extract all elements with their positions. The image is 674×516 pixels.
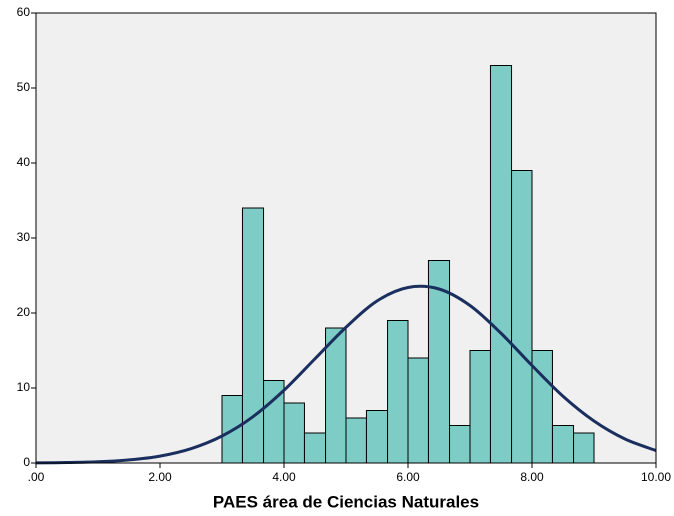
bar xyxy=(365,410,389,464)
x-tick-label: 6.00 xyxy=(396,470,420,484)
bar xyxy=(345,417,367,464)
x-tick-label: .00 xyxy=(28,470,45,484)
x-tick-label: 8.00 xyxy=(520,470,544,484)
y-tick-label: 10 xyxy=(17,380,31,394)
bar xyxy=(241,207,265,464)
y-tick-label: 30 xyxy=(17,230,31,244)
bar xyxy=(511,170,533,464)
bar xyxy=(407,357,429,464)
normal-curve xyxy=(35,284,657,465)
y-tick-label: 50 xyxy=(17,80,31,94)
y-tick-label: 20 xyxy=(17,305,31,319)
bar xyxy=(449,425,471,464)
x-tick-label: 4.00 xyxy=(272,470,296,484)
y-tick-label: 40 xyxy=(17,155,31,169)
x-tick-label: 10.00 xyxy=(641,470,671,484)
x-tick-label: 2.00 xyxy=(148,470,172,484)
y-tick-label: 60 xyxy=(17,5,31,19)
bar xyxy=(303,432,327,464)
bar xyxy=(489,65,513,464)
bar xyxy=(469,350,491,464)
bar xyxy=(283,402,305,464)
bar xyxy=(573,432,595,464)
bar xyxy=(325,327,347,464)
bar xyxy=(387,320,409,464)
y-tick-label: 0 xyxy=(23,455,30,469)
bar xyxy=(551,425,575,464)
x-axis-title: PAES área de Ciencias Naturales xyxy=(213,492,479,511)
